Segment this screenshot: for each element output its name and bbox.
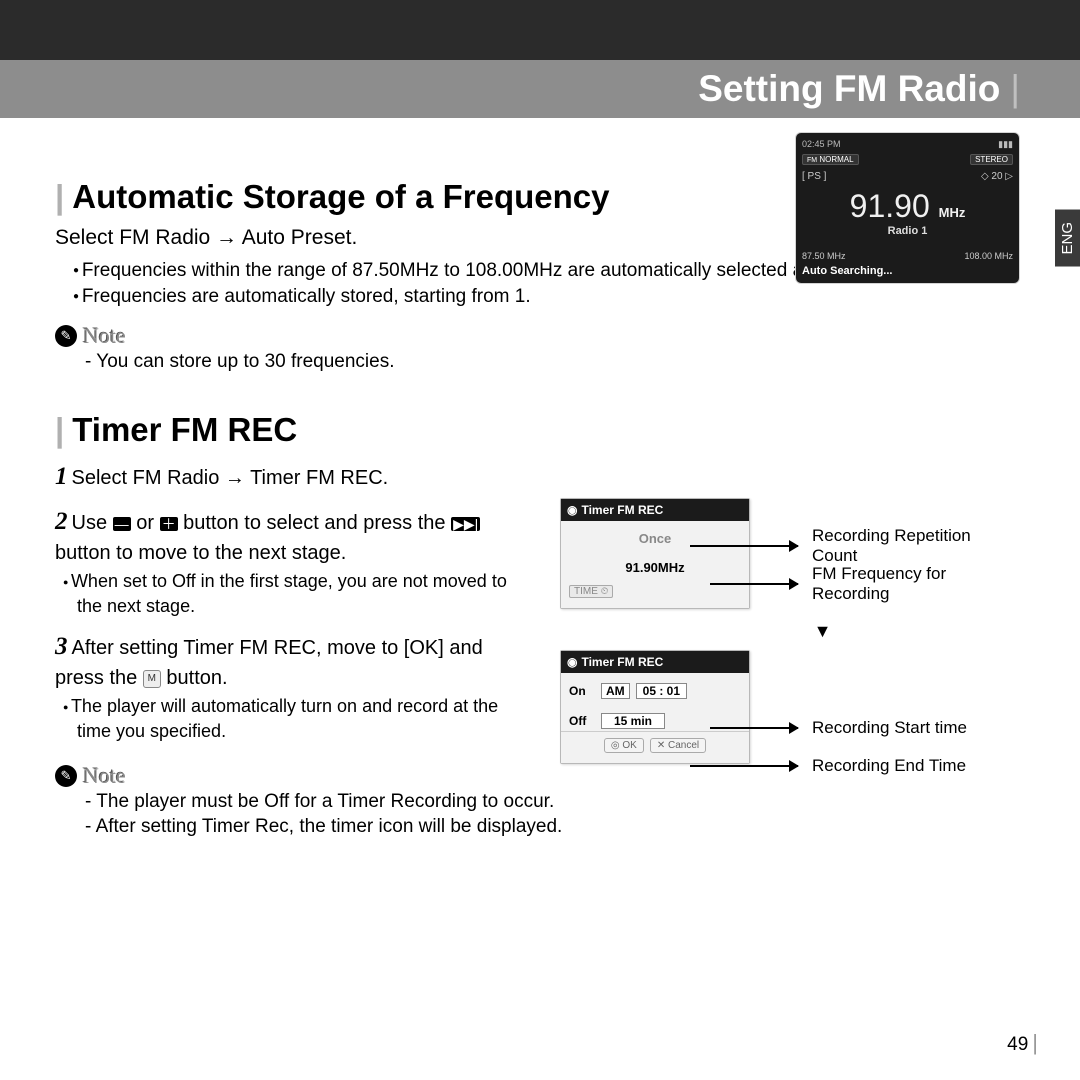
minus-icon: —	[113, 517, 131, 531]
section-heading-timer: |Timer FM REC	[55, 411, 1032, 449]
star-icon: ◉	[567, 655, 577, 669]
next-icon: ▶▶|	[451, 517, 480, 531]
battery-icon: ▮▮▮	[998, 139, 1013, 150]
radio-frequency: 91.90 MHz	[802, 188, 1013, 225]
auto-notes: You can store up to 30 frequencies.	[55, 349, 1032, 375]
note-icon: ✎	[55, 325, 77, 347]
page-title: Setting FM Radio	[698, 68, 1000, 110]
top-dark-band	[0, 0, 1080, 60]
title-band: Setting FM Radio |	[0, 60, 1080, 118]
timer-screenshots: ◉Timer FM REC Once 91.90MHz TIME ⏲ ▼ ◉Ti…	[560, 498, 1000, 776]
step-1: 1Select FM Radio → Timer FM REC.	[55, 459, 535, 494]
radio-screenshot: 02:45 PM ▮▮▮ FM NORMAL STEREO [ PS ] ◇ 2…	[795, 132, 1020, 284]
note-icon: ✎	[55, 765, 77, 787]
note-heading-1: ✎ Note	[55, 323, 1032, 349]
title-separator: |	[1010, 68, 1020, 110]
time-chip: TIME ⏲	[569, 585, 613, 598]
ok-chip: ◎ OK	[604, 738, 644, 753]
timer-notes: The player must be Off for a Timer Recor…	[55, 789, 1032, 840]
callout-fmfreq: FM Frequency for Recording	[710, 564, 982, 605]
page-number: 49|	[1007, 1030, 1038, 1056]
callout-repetition: Recording Repetition Count	[690, 526, 982, 567]
step-2: 2Use — or ＋ button to select and press t…	[55, 504, 535, 619]
down-arrow-icon: ▼	[645, 621, 1000, 642]
step-3: 3After setting Timer FM REC, move to [OK…	[55, 629, 535, 744]
callout-start: Recording Start time	[710, 718, 967, 738]
m-button-icon: M	[143, 670, 161, 688]
timer-box-2: ◉Timer FM REC On AM 05 : 01 Off 15 min ◎…	[560, 650, 750, 764]
plus-icon: ＋	[160, 517, 178, 531]
callout-end: Recording End Time	[690, 756, 966, 776]
star-icon: ◉	[567, 503, 577, 517]
cancel-chip: ✕ Cancel	[650, 738, 706, 753]
steps: 1Select FM Radio → Timer FM REC. 2Use — …	[55, 459, 535, 745]
